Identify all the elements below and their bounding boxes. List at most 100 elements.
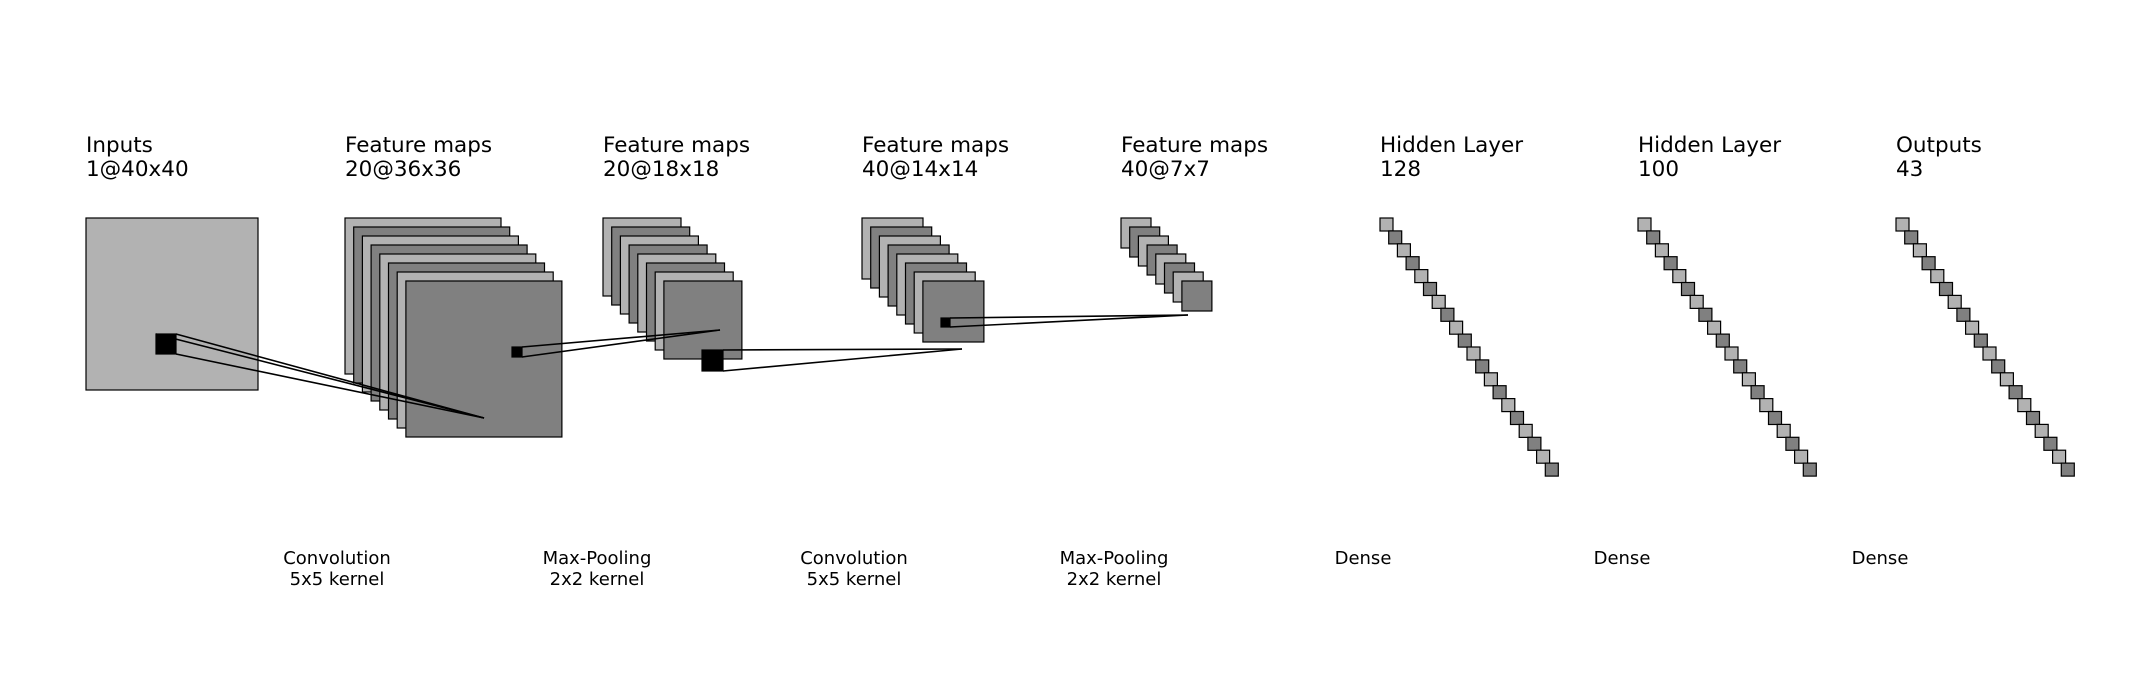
neuron-unit [1802,462,1817,477]
op-3-name: Max-Pooling [1060,548,1169,569]
neuron-unit [1964,320,1980,335]
neuron-unit [1535,449,1551,464]
layer-4-title: Feature maps [1121,133,1268,158]
layer-1-stack [344,217,563,438]
neuron-unit [1448,320,1464,335]
feature-map [85,217,259,391]
op-5-name: Dense [1594,548,1651,569]
neuron-unit [1637,217,1652,232]
neuron-unit [1956,307,1971,322]
layer-6-stack [1637,217,1817,477]
op-6-name: Dense [1852,548,1909,569]
neuron-unit [1930,269,1945,284]
op-2-detail: 5x5 kernel [807,569,902,590]
op-0-detail: 5x5 kernel [290,569,385,590]
kernel-link-line [521,329,721,348]
layer-6-shape: 100 [1638,157,1679,182]
neuron-unit [2034,423,2049,438]
layer-1-shape: 20@36x36 [345,157,461,182]
kernel-box [701,349,724,372]
neuron-unit [2025,410,2041,426]
neuron-unit [1724,346,1739,361]
layer-2-title: Feature maps [603,133,750,158]
feature-map [663,280,743,360]
op-3-detail: 2x2 kernel [1067,569,1162,590]
neuron-unit [1741,372,1757,387]
neuron-unit [1698,307,1713,322]
layer-3-title: Feature maps [862,133,1009,158]
neuron-unit [1672,269,1687,284]
neuron-unit [1999,372,2015,387]
operation-labels: Convolution 5x5 kernel Max-Pooling 2x2 k… [283,548,1908,590]
neuron-unit [2043,436,2058,451]
neuron-unit [1759,398,1774,413]
neuron-unit [1396,243,1412,258]
neuron-unit [1414,269,1429,284]
neuron-unit [1509,410,1525,426]
neuron-unit [1457,333,1472,348]
layer-2-stack [602,217,743,372]
neuron-unit [1475,359,1490,374]
neuron-unit [2052,449,2067,464]
neuron-unit [1379,217,1394,232]
neuron-unit [1750,385,1765,400]
layer-7-title: Outputs [1896,133,1982,158]
neuron-unit [1483,372,1499,387]
layer-5-title: Hidden Layer [1380,133,1523,158]
neuron-unit [1776,423,1791,438]
layer-shapes [85,217,2075,477]
neuron-unit [1715,333,1730,348]
neuron-unit [1388,230,1403,245]
neuron-unit [1991,359,2006,374]
layer-7-stack [1895,217,2075,477]
neuron-unit [1938,281,1954,297]
layer-labels: Inputs 1@40x40 Feature maps 20@36x36 Fea… [86,133,1982,182]
neuron-unit [2060,462,2075,477]
kernel-link-line [949,314,1189,319]
neuron-unit [1680,281,1696,297]
neuron-unit [1646,230,1661,245]
kernel-box [511,346,523,358]
layer-1-title: Feature maps [345,133,492,158]
neuron-unit [1973,333,1988,348]
layer-0-stack [85,217,259,391]
kernel-link-line [175,353,485,419]
neuron-unit [1706,320,1722,335]
kernel-box [940,317,951,328]
neuron-unit [2008,385,2023,400]
neuron-unit [1793,449,1809,464]
kernel-links [155,314,1189,419]
feature-map [922,280,985,343]
neuron-unit [1544,462,1559,477]
neuron-unit [1767,410,1783,426]
kernel-link-line [521,329,721,358]
neuron-unit [1912,243,1928,258]
kernel-link-line [155,333,485,419]
neuron-unit [1466,346,1481,361]
neuron-unit [1895,217,1910,232]
neuron-unit [1904,230,1919,245]
neuron-unit [1982,346,1997,361]
neuron-unit [1654,243,1670,258]
layer-2-shape: 20@18x18 [603,157,719,182]
neuron-unit [1431,294,1446,309]
feature-map [405,280,563,438]
neuron-unit [2017,398,2032,413]
op-4-name: Dense [1335,548,1392,569]
neuron-unit [1663,256,1678,271]
op-2-name: Convolution [800,548,908,569]
neuron-unit [1501,398,1516,413]
kernel-link-line [949,314,1189,328]
kernel-link-line [722,348,963,372]
layer-4-stack [1120,217,1213,312]
neuron-unit [1405,256,1420,271]
op-1-detail: 2x2 kernel [550,569,645,590]
op-0-name: Convolution [283,548,391,569]
layer-0-title: Inputs [86,133,153,158]
neuron-unit [1527,436,1542,451]
neuron-unit [1422,281,1438,297]
neuron-unit [1785,436,1800,451]
kernel-box [155,333,177,355]
layer-3-stack [861,217,985,343]
